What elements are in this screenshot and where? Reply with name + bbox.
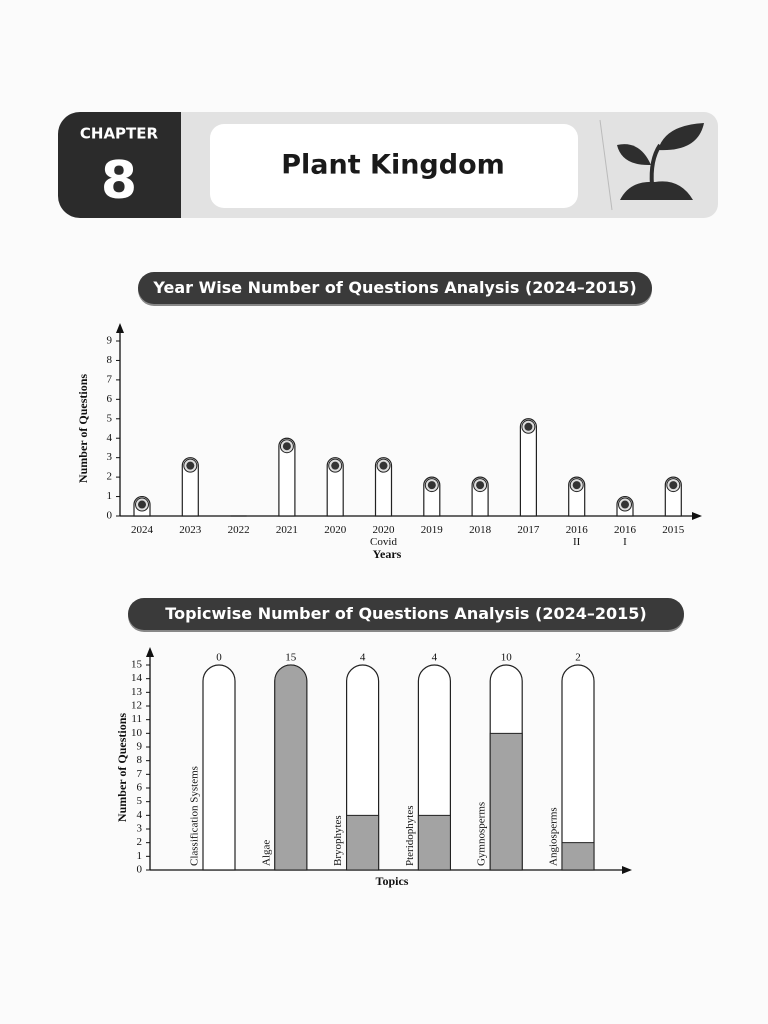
x-tick-label: 2015	[662, 524, 685, 536]
x-tick-label: 2021	[275, 524, 298, 536]
x-tick-label: 2020	[324, 524, 347, 536]
x-tick-label: Pteridophytes	[404, 806, 416, 867]
x-tick-label: Classification Systems	[189, 766, 201, 866]
x-tick-label: Angiosperms	[548, 807, 560, 866]
chapter-title: Plant Kingdom	[281, 150, 505, 181]
bar-cap	[282, 442, 291, 451]
y-tick-label: 14	[131, 672, 143, 684]
value-label: 4	[432, 652, 438, 664]
y-tick-label: 1	[137, 850, 143, 862]
chart-title: Topicwise Number of Questions Analysis (…	[128, 598, 684, 630]
y-tick-label: 13	[131, 686, 143, 698]
bar	[274, 664, 308, 871]
x-tick-label: 2016 I	[614, 524, 636, 548]
value-label: 2	[575, 652, 581, 664]
x-tick-label: 2019	[420, 524, 443, 536]
bar-cap	[476, 481, 485, 490]
chapter-box	[58, 112, 181, 218]
bar-cap	[379, 461, 388, 470]
value-label: 10	[501, 652, 513, 664]
y-tick-label: 10	[131, 727, 143, 739]
y-tick-label: 6	[107, 393, 113, 405]
y-tick-label: 4	[107, 432, 113, 444]
x-axis-label: Topics	[376, 874, 409, 888]
x-tick-label: 2022	[227, 524, 250, 536]
bar	[374, 457, 393, 517]
x-tick-label: Bryophytes	[332, 815, 344, 866]
x-axis-arrow	[692, 512, 702, 520]
value-label: 0	[216, 652, 222, 664]
bar	[278, 437, 296, 517]
y-tick-label: 9	[107, 335, 113, 347]
x-axis-arrow	[622, 866, 632, 874]
bar-outline	[202, 664, 236, 871]
bar	[181, 457, 199, 517]
y-tick-label: 5	[137, 795, 143, 807]
y-axis-arrow	[146, 647, 154, 657]
bar-cap	[669, 481, 678, 490]
chapter-number: 8	[101, 151, 137, 211]
y-axis-label: Number of Questions	[115, 713, 129, 822]
bar	[519, 418, 537, 517]
bar-cap	[138, 500, 146, 509]
x-tick-label: Algae	[260, 840, 272, 866]
y-tick-label: 12	[131, 700, 142, 712]
y-tick-label: 3	[107, 451, 113, 463]
y-tick-label: 0	[137, 864, 143, 876]
bar	[561, 842, 595, 871]
x-tick-label: 2020 Covid	[370, 524, 397, 548]
value-label: 15	[285, 652, 297, 664]
x-axis-label: Years	[373, 547, 402, 561]
plant-icon	[617, 123, 704, 200]
y-tick-label: 0	[107, 510, 113, 522]
y-tick-label: 2	[107, 471, 113, 483]
y-tick-label: 2	[137, 836, 143, 848]
y-tick-label: 7	[107, 373, 113, 385]
y-tick-label: 9	[137, 741, 143, 753]
x-tick-label: 2024	[131, 524, 153, 536]
y-axis-label: Number of Questions	[76, 374, 90, 483]
y-tick-label: 6	[137, 782, 143, 794]
x-tick-label: 2017	[517, 524, 540, 536]
bar	[417, 814, 451, 871]
bar	[326, 457, 344, 517]
y-tick-label: 3	[137, 823, 143, 835]
bar-cap	[186, 461, 195, 470]
x-tick-label: 2016 II	[565, 524, 588, 548]
x-tick-label: Gymnosperms	[476, 802, 488, 866]
y-tick-label: 8	[137, 754, 143, 766]
chart-title: Year Wise Number of Questions Analysis (…	[138, 272, 652, 304]
bar-cap	[331, 461, 340, 470]
x-tick-label: 2023	[179, 524, 202, 536]
y-tick-label: 15	[131, 659, 143, 671]
bar-outline	[561, 664, 595, 871]
bar-cap	[621, 500, 629, 509]
y-tick-label: 1	[107, 490, 113, 502]
y-tick-label: 4	[137, 809, 143, 821]
chapter-label: CHAPTER	[80, 125, 159, 143]
y-axis-arrow	[116, 323, 124, 333]
bar-cap	[427, 481, 436, 490]
y-tick-label: 8	[107, 354, 113, 366]
bar	[346, 814, 380, 871]
x-tick-label: 2018	[469, 524, 492, 536]
bar-cap	[572, 481, 581, 490]
y-tick-label: 11	[131, 713, 142, 725]
bar	[489, 732, 523, 871]
title-box	[210, 124, 578, 208]
y-tick-label: 5	[107, 412, 113, 424]
bar-cap	[524, 422, 533, 431]
y-tick-label: 7	[137, 768, 143, 780]
value-label: 4	[360, 652, 366, 664]
divider	[599, 119, 613, 211]
